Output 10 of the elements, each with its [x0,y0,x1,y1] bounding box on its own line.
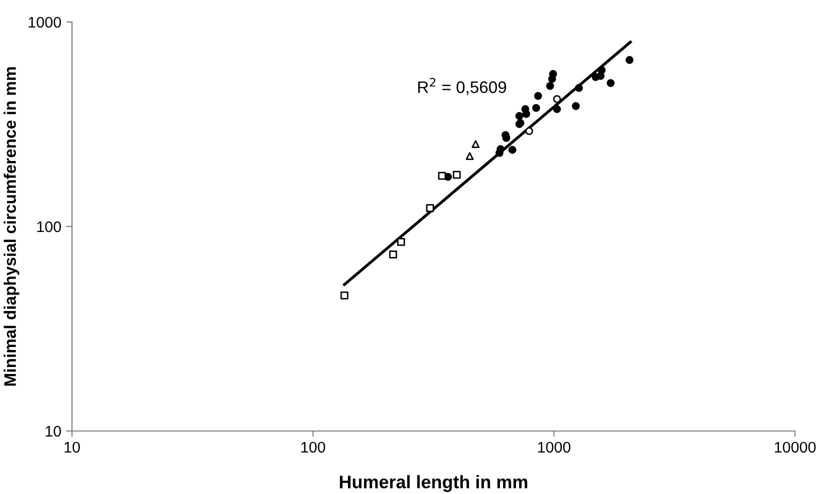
x-tick-label: 10000 [774,442,816,453]
annotation: R$^{2}$ = 0,5609 [418,78,506,96]
x-tick-label: 10 [64,442,80,453]
x-tick-label: 100 [301,442,326,453]
y-tick-label: 10 [46,426,61,437]
y-tick-label: 100 [37,221,61,232]
x-tick-label: 1000 [538,442,570,453]
y-tick-label: 1000 [28,16,61,28]
y-axis-title: Minimal diaphysial circumference in mm [4,67,20,386]
x-axis-title: Humeral length in mm [340,475,528,492]
